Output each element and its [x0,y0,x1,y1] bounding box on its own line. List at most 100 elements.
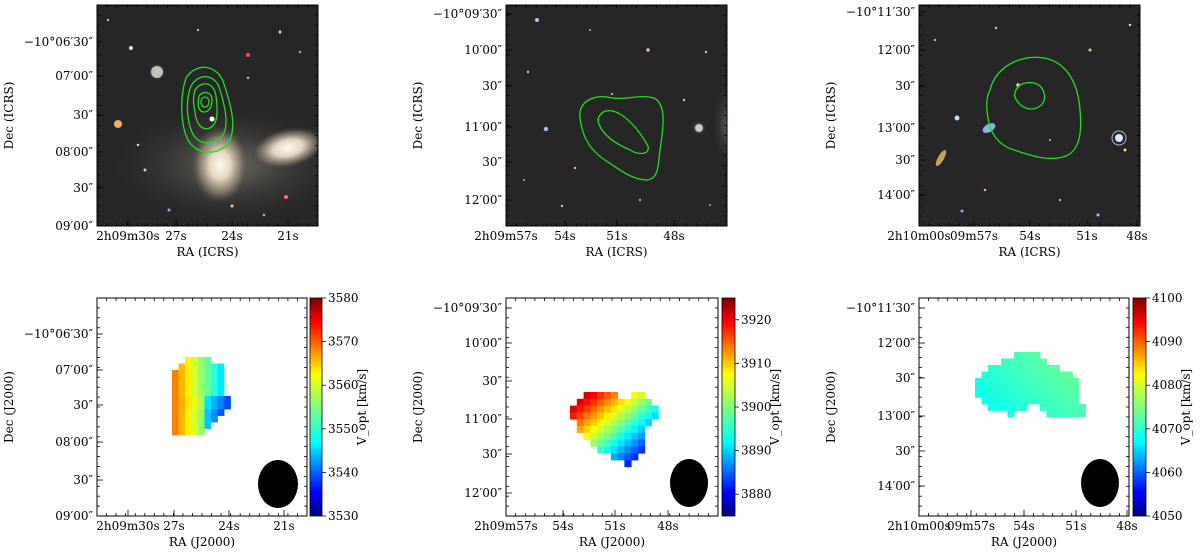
velocity-pixel [1053,410,1060,418]
contour-line [192,83,218,130]
velocity-pixel [583,426,591,434]
velocity-pixel [610,398,618,406]
velocity-pixel [631,453,639,461]
velocity-pixel [191,415,199,423]
velocity-pixel [191,363,199,371]
y-tick-label: 08′00″ [55,435,93,449]
velocity-pixel [217,370,225,377]
velocity-pixel [1053,397,1060,405]
velocity-panel-1 [96,297,323,517]
velocity-pixel [1033,352,1041,359]
velocity-pixel [576,419,584,427]
velocity-pixel [172,422,179,429]
velocity-pixel [617,412,625,420]
velocity-pixel [576,412,584,420]
velocity-pixel [604,426,612,434]
velocity-pixel [975,384,982,392]
velocity-pixel [178,370,186,377]
velocity-pixel [994,384,1002,392]
y-tick-label: 14′00″ [877,479,915,493]
y-axis-label: Dec (J2000) [411,371,425,443]
velocity-pixel [211,402,218,410]
x-tick-label: 51s [606,229,627,243]
velocity-pixel [597,392,605,400]
velocity-pixel [994,371,1002,379]
velocity-pixel [624,426,632,434]
y-tick-label: 14′00″ [877,188,915,202]
velocity-pixel [638,439,646,447]
contour-line [579,95,664,181]
velocity-pixel [617,405,625,413]
velocity-pixel [1020,404,1028,411]
y-axis-label: Dec (ICRS) [2,82,16,150]
colorbar-axis-1: 3580 3570 3560 3550 3540 3530 V_opt [km/s] [322,291,369,523]
velocity-pixel [631,419,639,427]
velocity-pixel [1033,365,1041,372]
colorbar-axis-2: 3920 3910 3900 3890 3880 V_opt [km/s] [735,313,782,501]
y-tick-label: 12′00″ [877,43,915,57]
velocity-pixel [1007,410,1015,418]
contour-line [197,91,213,113]
velocity-pixel [994,391,1002,398]
velocity-pixel [172,389,179,397]
velocity-pixel [604,405,612,413]
y-tick-label: 11′00″ [464,120,502,134]
velocity-pixel [644,398,652,406]
velocity-pixel [211,370,218,377]
velocity-pixel [597,419,605,427]
x-tick-label: 2h09m30s [96,519,159,533]
y-tick-label: 30″ [482,447,502,461]
velocity-pixel [185,415,192,423]
x-tick-label: 09m57s [950,229,998,243]
velocity-pixel [1072,404,1080,411]
velocity-pixel [631,439,639,447]
velocity-pixel [204,357,212,364]
velocity-pixel [198,357,205,364]
velocity-pixel [610,439,618,447]
y-tick-label: −10°06′30″ [24,327,94,341]
velocity-pixel [191,428,199,436]
velocity-pixel [178,389,186,397]
velocity-pixel [1040,391,1047,398]
velocity-pixel [1001,391,1008,398]
y-tick-label: 12′00″ [464,193,502,207]
velocity-pixel [638,392,646,400]
velocity-pixel [1033,384,1041,392]
velocity-pixel [1066,404,1073,411]
velocity-pixel [204,376,212,384]
y-tick-label: −10°06′30″ [24,35,94,49]
colorbar-tick-label: 3550 [328,422,359,436]
colorbar-tick-label: 3920 [741,313,772,327]
galaxy-blob [250,126,318,170]
velocity-pixel [597,446,605,454]
velocity-pixel [211,376,218,384]
velocity-pixel [624,398,632,406]
velocity-pixel [981,391,989,398]
y-tick-label: 07′00″ [55,363,93,377]
velocity-pixel [178,396,186,403]
velocity-pixel [1020,365,1028,372]
velocity-pixel [1020,378,1028,385]
velocity-pixel [191,422,199,429]
velocity-pixel [981,371,989,379]
velocity-pixel [1014,365,1021,372]
y-tick-label: 30″ [895,153,915,167]
velocity-pixel [185,363,192,371]
velocity-pixel [583,392,591,400]
velocity-pixel [576,398,584,406]
velocity-pixel [597,432,605,440]
velocity-pixel [204,370,212,377]
velocity-pixel [178,376,186,384]
axes-optical-1: 2h09m30s 27s 24s 21s −10°06′30″ 07′00″ 30″ 08′0… [2,5,318,259]
velocity-pixel [988,404,995,411]
velocity-pixel [638,432,646,440]
x-tick-label: 54s [552,519,573,533]
velocity-pixel [198,409,205,416]
x-axis-label: RA (ICRS) [176,245,238,259]
velocity-pixel [610,392,618,400]
velocity-pixel [1027,371,1034,379]
velocity-pixel [617,439,625,447]
x-tick-label: 2h10m00s [887,519,950,533]
velocity-pixel [172,402,179,410]
